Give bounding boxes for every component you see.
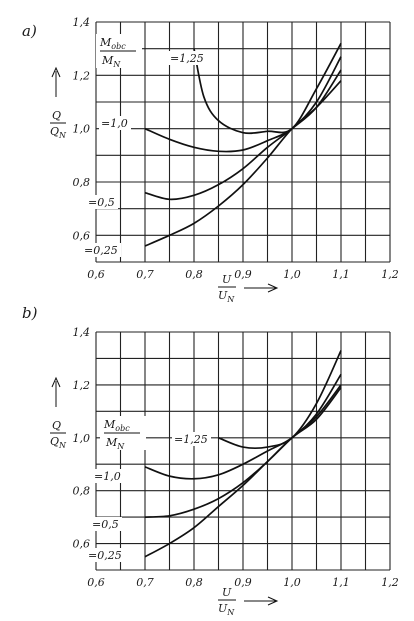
legend-numerator-subscript: obc — [115, 424, 130, 433]
series-label: =1,25 — [174, 433, 208, 446]
legend-denominator-main: M — [101, 54, 114, 67]
x-axis-numerator-main: U — [222, 586, 232, 599]
x-tick-label: 0,7 — [136, 576, 154, 589]
series-label-background — [86, 548, 125, 562]
legend-numerator-main: M — [99, 36, 112, 49]
legend-denominator: MN — [105, 436, 125, 451]
x-axis-denominator: UN — [218, 289, 235, 304]
x-axis-arrow-head — [267, 283, 279, 293]
y-tick-label: 1,4 — [73, 16, 91, 29]
y-axis-denominator-main: Q — [50, 435, 59, 448]
x-tick-label: 0,9 — [234, 576, 252, 589]
grid — [95, 331, 391, 571]
legend-denominator-main: M — [105, 436, 118, 449]
series-label: =1,0 — [94, 470, 121, 483]
series-label-background — [99, 116, 131, 130]
panel-b: 0,6 0,7 0,8 0,9 1,0 1,1 1,2 0,6 0,8 1,0 1,2 1,4 b) QQ… — [22, 304, 399, 617]
legend-denominator-subscript: N — [116, 442, 125, 451]
x-tick-label: 0,6 — [87, 268, 105, 281]
y-axis-denominator-main: Q — [50, 125, 59, 138]
y-tick-label: 1,0 — [73, 123, 91, 136]
y-axis-denominator: QN — [50, 435, 67, 450]
x-axis-denominator-main: U — [218, 289, 228, 302]
panel-label: a) — [22, 22, 37, 40]
grid — [95, 21, 391, 263]
x-axis-numerator-main: U — [222, 273, 232, 286]
series-label-background — [82, 243, 121, 257]
series-label: =0,5 — [92, 518, 119, 531]
x-axis-numerator: U — [222, 586, 232, 599]
series-label: =1,25 — [170, 52, 204, 65]
x-axis-arrow-head — [267, 596, 279, 606]
series-label-background — [92, 469, 124, 483]
y-axis-numerator-main: Q — [52, 109, 61, 122]
x-tick-label: 1,0 — [283, 268, 301, 281]
x-tick-label: 0,6 — [87, 576, 105, 589]
y-tick-label: 1,0 — [73, 432, 91, 445]
y-axis-denominator-subscript: N — [58, 131, 67, 140]
y-tick-label: 0,8 — [73, 176, 91, 189]
x-axis-denominator: UN — [218, 602, 235, 617]
legend-numerator: Mobc — [99, 36, 126, 51]
curve-1-25 — [218, 350, 342, 450]
y-axis-denominator: QN — [50, 125, 67, 140]
y-axis-numerator: Q — [52, 109, 61, 122]
y-tick-label: 1,2 — [73, 379, 91, 392]
legend-numerator-subscript: obc — [111, 42, 126, 51]
y-tick-label: 0,6 — [73, 229, 91, 242]
x-axis-label: UUN — [218, 273, 279, 304]
y-axis-label: QQN — [50, 376, 67, 450]
panel-a: 0,6 0,7 0,8 0,9 1,0 1,1 1,2 0,6 0,8 1,0 1,2 1,4 a) QQ… — [22, 16, 399, 304]
y-tick-label: 1,2 — [73, 69, 91, 82]
series-label: =1,0 — [101, 117, 128, 130]
x-tick-label: 0,8 — [185, 268, 203, 281]
y-axis-arrow-head — [51, 376, 61, 388]
legend-numerator-main: M — [103, 418, 116, 431]
curve-0-25 — [144, 387, 342, 558]
x-axis-numerator: U — [222, 273, 232, 286]
y-axis-numerator: Q — [52, 419, 61, 432]
x-tick-label: 0,7 — [136, 268, 154, 281]
curve-0-25 — [144, 80, 342, 247]
series-label: =0,25 — [88, 549, 122, 562]
x-tick-label: 1,0 — [283, 576, 301, 589]
series-label-background — [86, 195, 118, 209]
y-axis-arrow-head — [51, 66, 61, 78]
series-label: =0,25 — [84, 244, 118, 257]
x-axis-label: UUN — [218, 586, 279, 617]
y-tick-label: 0,8 — [73, 485, 91, 498]
y-axis-numerator-main: Q — [52, 419, 61, 432]
y-tick-label: 0,6 — [73, 538, 91, 551]
curve-1-0 — [144, 56, 342, 153]
x-tick-label: 1,2 — [381, 268, 399, 281]
x-tick-label: 0,8 — [185, 576, 203, 589]
y-axis-denominator-subscript: N — [58, 441, 67, 450]
series-label-background — [172, 432, 211, 446]
curve-0-5 — [144, 384, 342, 518]
panel-label: b) — [22, 304, 38, 322]
curve-1-25 — [193, 42, 342, 135]
x-tick-label: 1,2 — [381, 576, 399, 589]
series-label-background — [168, 51, 207, 65]
x-tick-label: 1,1 — [332, 576, 350, 589]
x-tick-label: 0,9 — [234, 268, 252, 281]
x-axis-denominator-subscript: N — [226, 295, 235, 304]
x-tick-label: 1,1 — [332, 268, 350, 281]
x-axis-denominator-main: U — [218, 602, 228, 615]
y-axis-label: QQN — [50, 66, 67, 140]
legend-denominator: MN — [101, 54, 121, 69]
x-axis-denominator-subscript: N — [226, 608, 235, 617]
legend-numerator: Mobc — [103, 418, 130, 433]
series-label-background — [90, 517, 122, 531]
y-tick-label: 1,4 — [73, 326, 91, 339]
series-label: =0,5 — [88, 196, 115, 209]
legend-denominator-subscript: N — [112, 60, 121, 69]
